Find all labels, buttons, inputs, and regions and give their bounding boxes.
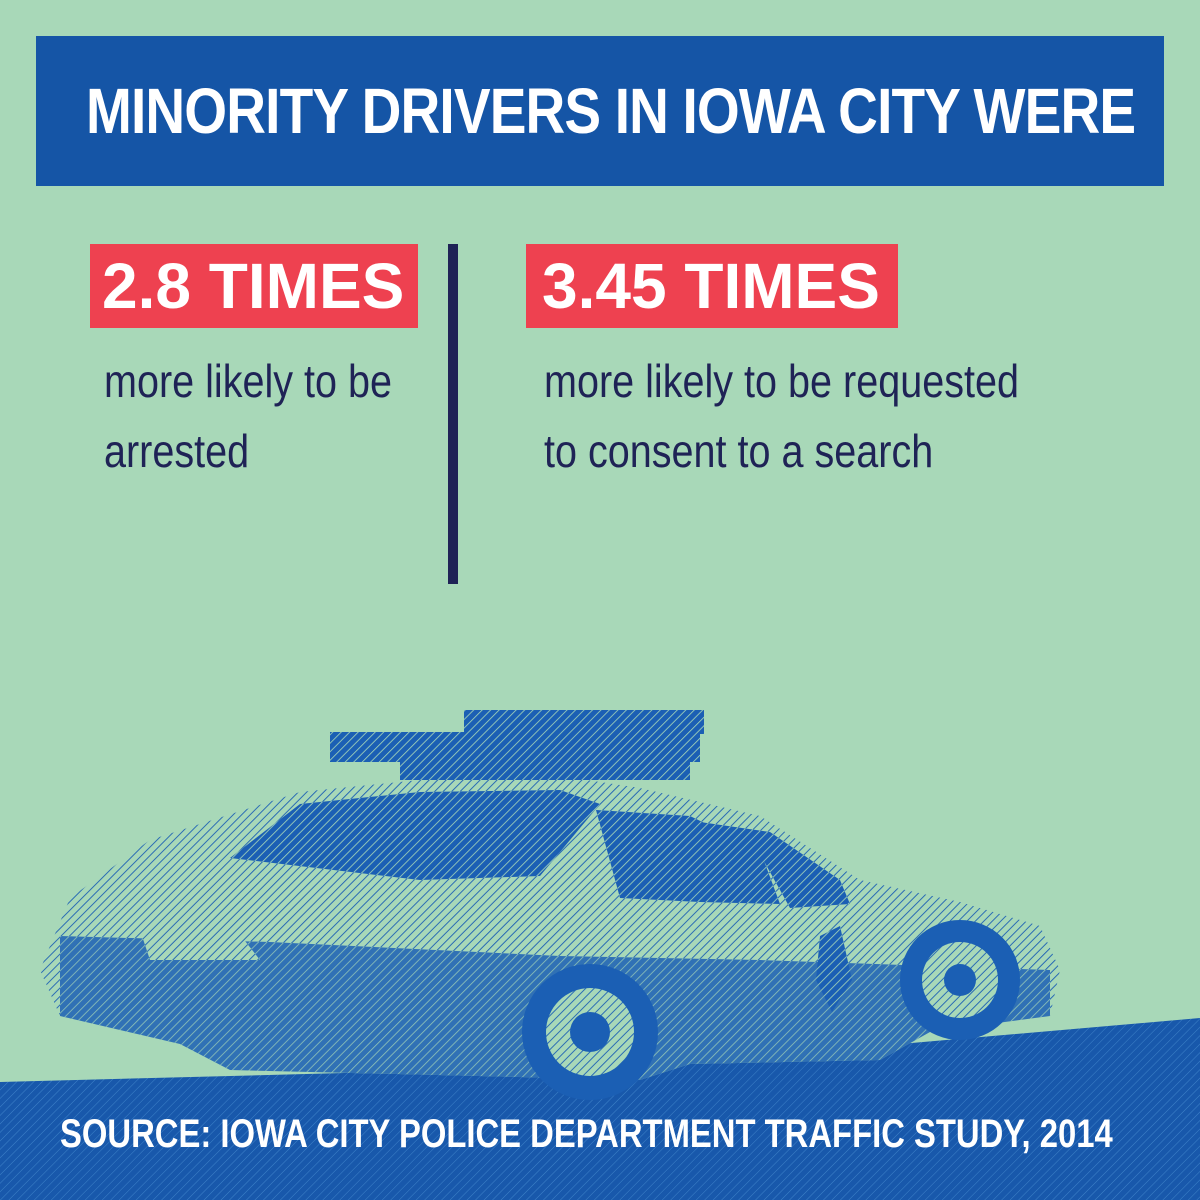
page-title: MINORITY DRIVERS IN IOWA CITY WERE — [86, 75, 1136, 147]
stat-search-consent: 3.45 TIMES more likely to be requested t… — [526, 244, 1104, 486]
police-car-icon — [0, 710, 1200, 1200]
stat-value-badge: 3.45 TIMES — [526, 244, 898, 328]
stat-description: more likely to be arrested — [104, 355, 393, 477]
stat-value-badge: 2.8 TIMES — [90, 244, 419, 328]
stat-arrested: 2.8 TIMES more likely to be arrested — [90, 244, 484, 486]
title-banner: MINORITY DRIVERS IN IOWA CITY WERE — [36, 36, 1164, 186]
stat-divider — [448, 244, 458, 584]
stat-description: more likely to be requested to consent t… — [544, 355, 1019, 477]
source-citation: SOURCE: IOWA CITY POLICE DEPARTMENT TRAF… — [60, 1112, 1113, 1156]
